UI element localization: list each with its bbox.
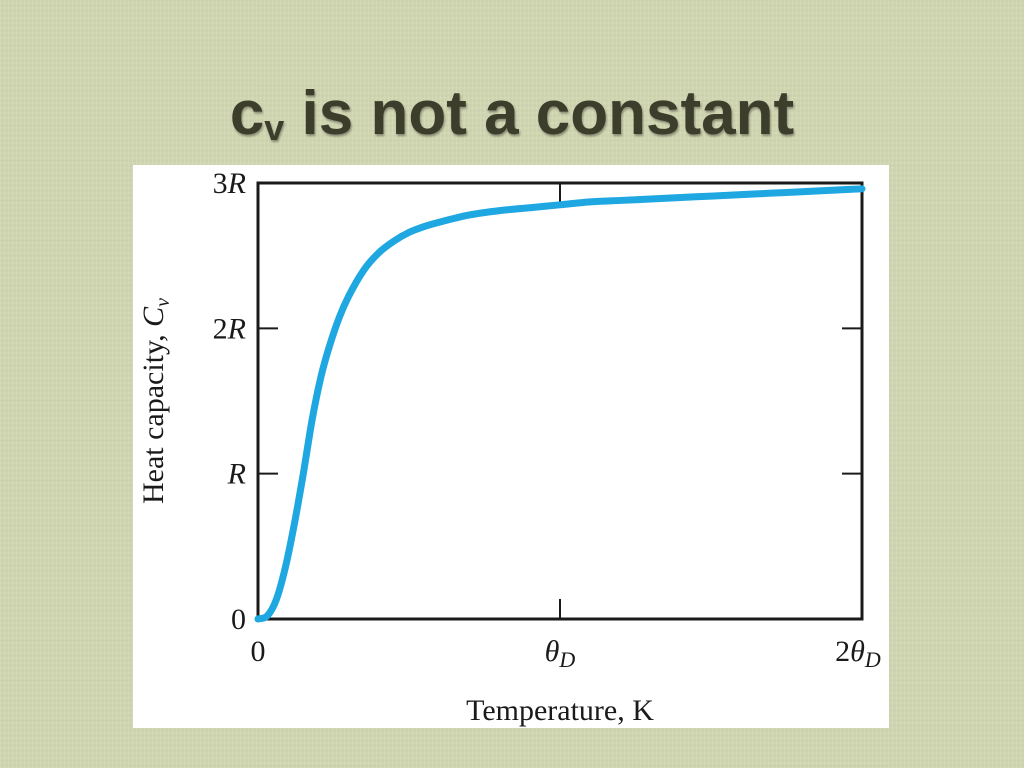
slide-title-rest: is not a constant: [284, 79, 795, 148]
slide-title-subscript-v: v: [264, 107, 285, 148]
y-axis-label-subscript: v: [152, 298, 174, 307]
x-tick-label: θD: [545, 635, 576, 672]
heat-capacity-curve: [254, 185, 866, 623]
slide-title-c: c: [229, 79, 265, 148]
heat-capacity-chart: 0 θD 2θD 0 R 2R 3R Temperature, K Heat capacit…: [137, 167, 881, 727]
y-axis-label-text: Heat capacity,: [137, 327, 170, 504]
plot-frame: [256, 181, 864, 621]
y-tick-label: 2R: [213, 312, 246, 345]
tick-marks: [258, 183, 862, 619]
y-axis-label: Heat capacity, Cv: [137, 298, 174, 504]
x-axis-label: Temperature, K: [466, 694, 654, 727]
y-tick-label: R: [227, 458, 246, 491]
x-tick-label: 0: [251, 635, 266, 668]
x-tick-label: 2θD: [835, 635, 881, 672]
y-axis-label-symbol: C: [137, 306, 170, 327]
tick-labels: 0 θD 2θD 0 R 2R 3R: [213, 167, 881, 672]
y-tick-label: 3R: [213, 167, 246, 200]
y-tick-label: 0: [231, 603, 246, 636]
figure-panel: 0 θD 2θD 0 R 2R 3R Temperature, K Heat capacit…: [133, 165, 889, 728]
slide-title: cv is not a constant: [0, 78, 1024, 164]
